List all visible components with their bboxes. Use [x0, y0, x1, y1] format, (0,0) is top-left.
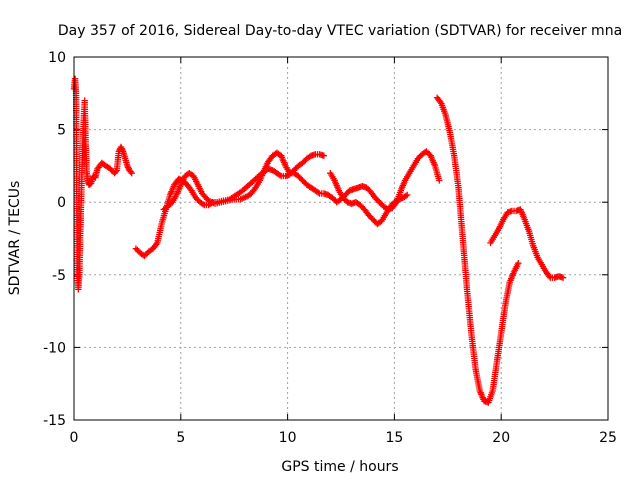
data-points	[70, 75, 567, 406]
y-tick-label: 0	[57, 195, 66, 211]
grid-lines	[74, 57, 608, 420]
x-tick-label: 10	[279, 430, 297, 446]
series-1-points	[70, 75, 135, 293]
y-tick-label: 5	[57, 123, 66, 139]
x-tick-label: 25	[599, 430, 617, 446]
x-tick-label: 15	[385, 430, 403, 446]
y-tick-label: -15	[43, 413, 66, 429]
y-tick-label: 10	[48, 50, 66, 66]
y-axis-label: SDTVAR / TECUs	[7, 181, 23, 296]
y-tick-label: -10	[43, 340, 66, 356]
chart-title: Day 357 of 2016, Sidereal Day-to-day VTE…	[58, 23, 622, 39]
x-axis-label: GPS time / hours	[281, 459, 398, 475]
series-5-points	[433, 94, 522, 406]
x-tick-label: 0	[70, 430, 79, 446]
series-6-points	[487, 206, 567, 281]
series-2-points	[132, 151, 328, 260]
y-tick-label: -5	[52, 268, 66, 284]
series-4-points	[327, 170, 411, 228]
plot-frame	[73, 56, 609, 421]
x-tick-label: 20	[492, 430, 510, 446]
x-tick-label: 5	[176, 430, 185, 446]
